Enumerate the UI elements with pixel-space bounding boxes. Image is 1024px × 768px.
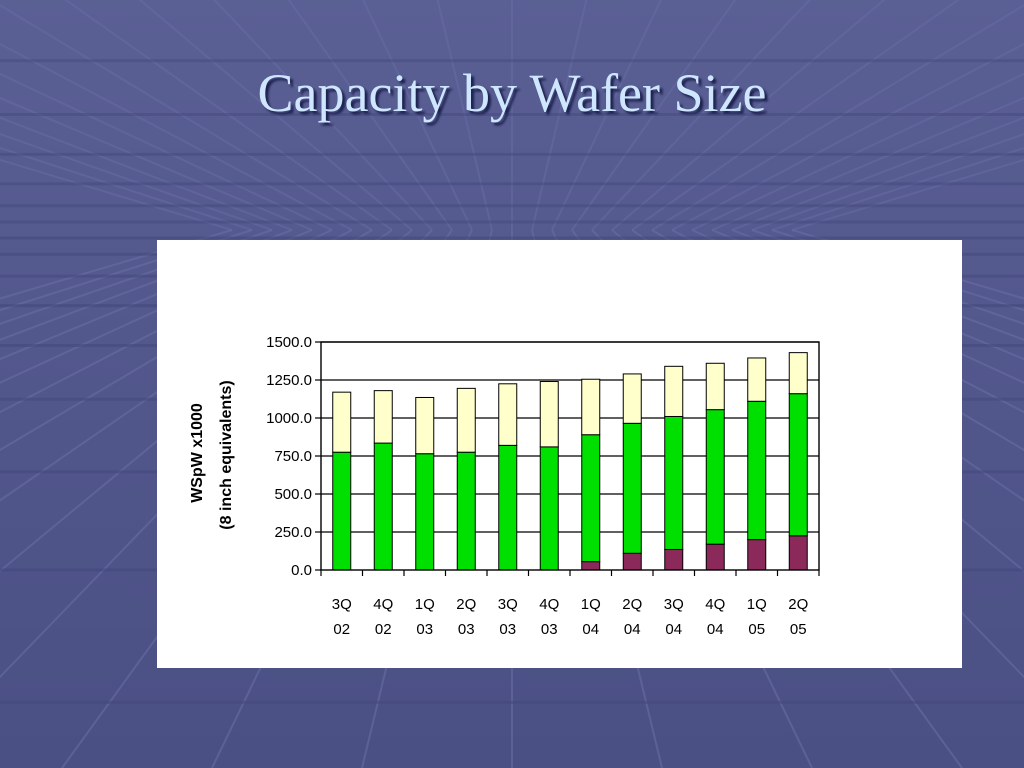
bar-segment-middle	[456, 451, 476, 571]
gridlines	[321, 341, 819, 533]
bar-segment-middle	[373, 442, 393, 571]
x-tick-label: 04	[582, 621, 599, 638]
plot-frame	[320, 341, 820, 571]
x-tick-label: 04	[707, 621, 724, 638]
x-tick-label: 3Q	[498, 596, 518, 613]
bar-segment-middle	[664, 415, 684, 550]
bar-segment-top	[705, 362, 725, 411]
bar-segment-top	[622, 373, 642, 424]
x-tick-label: 04	[665, 621, 682, 638]
x-tick-label: 4Q	[705, 596, 725, 613]
x-tick-labels: 3Q 02 4Q 02 1Q 03 2Q 03 3Q 03 4Q 03 1Q 04 2Q 04 3Q 04 4Q 04…	[332, 596, 809, 638]
bar-segment-middle	[539, 446, 559, 571]
bar-segment-top	[498, 383, 518, 446]
x-tick-label: 03	[416, 621, 433, 638]
bar-segment-middle	[498, 444, 518, 571]
y-tick-label: 1500.0	[266, 334, 312, 351]
bar-segment-middle	[332, 451, 352, 571]
bar-segment-top	[373, 390, 393, 444]
bar-segment-middle	[705, 409, 725, 545]
x-tick-label: 4Q	[539, 596, 559, 613]
bar-segment-middle	[747, 400, 767, 541]
y-tick-label: 1000.0	[266, 410, 312, 427]
bar-segment-bottom	[622, 552, 642, 571]
y-tick-label: 0.0	[291, 562, 312, 579]
x-tick-label: 3Q	[332, 596, 352, 613]
x-tick-label: 2Q	[456, 596, 476, 613]
bar-segment-bottom	[705, 543, 725, 571]
x-tick-label: 1Q	[415, 596, 435, 613]
x-tick-label: 2Q	[622, 596, 642, 613]
x-tick-label: 3Q	[664, 596, 684, 613]
bar-segment-middle	[415, 453, 435, 571]
axes	[315, 341, 820, 576]
x-tick-label: 04	[624, 621, 641, 638]
bar-segment-top	[747, 357, 767, 402]
y-tick-label: 1250.0	[266, 372, 312, 389]
bar-segment-top	[581, 378, 601, 436]
x-tick-label: 03	[541, 621, 558, 638]
x-tick-label: 4Q	[373, 596, 393, 613]
y-tick-label: 750.0	[274, 448, 312, 465]
y-tick-labels: 0.0 250.0 500.0 750.0 1000.0 1250.0 1500.0	[266, 334, 312, 579]
bar-segment-bottom	[581, 561, 601, 571]
x-tick-label: 03	[458, 621, 475, 638]
bar-segment-middle	[788, 393, 808, 537]
bar-segment-top	[539, 381, 559, 448]
bar-segment-top	[415, 396, 435, 455]
y-axis-title-line-1: WSpW x1000	[189, 403, 206, 503]
y-tick-label: 250.0	[274, 524, 312, 541]
bar-segment-top	[332, 391, 352, 453]
bar-segment-top	[664, 365, 684, 417]
x-tick-label: 2Q	[788, 596, 808, 613]
slide-title: Capacity by Wafer Size	[257, 63, 767, 123]
bar-chart: 0.0 250.0 500.0 750.0 1000.0 1250.0 1500.0 3Q 0…	[189, 334, 820, 638]
x-tick-label: 05	[748, 621, 765, 638]
y-axis-title-line-2: (8 inch equivalents)	[218, 380, 235, 529]
bar-segment-bottom	[747, 539, 767, 571]
y-tick-label: 500.0	[274, 486, 312, 503]
bar-segment-bottom	[788, 535, 808, 571]
bar-segment-top	[456, 387, 476, 453]
x-tick-label: 1Q	[581, 596, 601, 613]
x-tick-label: 02	[333, 621, 350, 638]
bar-segment-bottom	[664, 548, 684, 571]
x-tick-label: 02	[375, 621, 392, 638]
x-tick-label: 1Q	[747, 596, 767, 613]
bar-segment-top	[788, 352, 808, 395]
bars	[332, 352, 808, 571]
bar-segment-middle	[581, 434, 601, 563]
chart-panel: 0.0 250.0 500.0 750.0 1000.0 1250.0 1500.0 3Q 0…	[157, 240, 962, 668]
x-tick-label: 05	[790, 621, 807, 638]
bar-segment-middle	[622, 422, 642, 554]
x-tick-label: 03	[499, 621, 516, 638]
